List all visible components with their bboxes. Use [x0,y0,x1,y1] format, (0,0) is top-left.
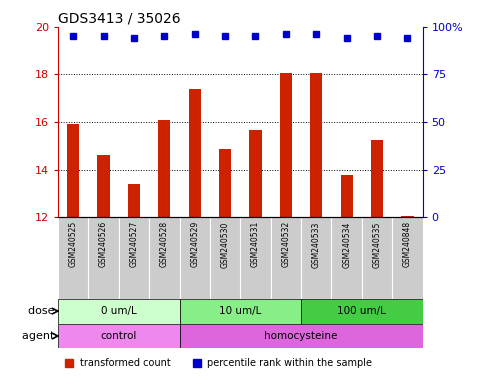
Text: 100 um/L: 100 um/L [338,306,386,316]
Text: homocysteine: homocysteine [264,331,338,341]
Bar [362,217,392,299]
Bar [210,217,241,299]
Text: GSM240532: GSM240532 [282,221,290,267]
Text: GSM240527: GSM240527 [129,221,139,267]
Bar [219,149,231,217]
Bar [341,175,353,217]
Text: GSM240525: GSM240525 [69,221,78,267]
Bar [401,216,413,217]
Bar [98,155,110,217]
Text: GDS3413 / 35026: GDS3413 / 35026 [58,12,181,26]
Text: agent: agent [22,331,58,341]
Text: GSM240528: GSM240528 [160,221,169,267]
Bar [310,73,322,217]
Bar [119,217,149,299]
Bar [331,217,362,299]
Bar [180,324,423,348]
Bar [180,217,210,299]
Bar [149,217,180,299]
Bar [301,217,331,299]
Bar [371,140,383,217]
Text: GSM240848: GSM240848 [403,221,412,267]
Text: dose: dose [28,306,58,316]
Bar [392,217,423,299]
Bar [128,184,140,217]
Text: GSM240534: GSM240534 [342,221,351,268]
Bar [88,217,119,299]
Text: 0 um/L: 0 um/L [101,306,137,316]
Text: GSM240535: GSM240535 [372,221,382,268]
Text: percentile rank within the sample: percentile rank within the sample [208,358,372,368]
Bar [189,89,201,217]
Bar [158,119,170,217]
Text: 10 um/L: 10 um/L [219,306,261,316]
Bar [280,73,292,217]
Bar [180,299,301,324]
Bar [58,299,180,324]
Text: GSM240530: GSM240530 [221,221,229,268]
Bar [270,217,301,299]
Text: GSM240533: GSM240533 [312,221,321,268]
Bar [58,217,88,299]
Text: GSM240529: GSM240529 [190,221,199,267]
Bar [67,124,79,217]
Bar [301,299,423,324]
Bar [58,324,180,348]
Text: control: control [100,331,137,341]
Text: transformed count: transformed count [80,358,170,368]
Bar [241,217,270,299]
Text: GSM240526: GSM240526 [99,221,108,267]
Text: GSM240531: GSM240531 [251,221,260,267]
Bar [249,130,262,217]
